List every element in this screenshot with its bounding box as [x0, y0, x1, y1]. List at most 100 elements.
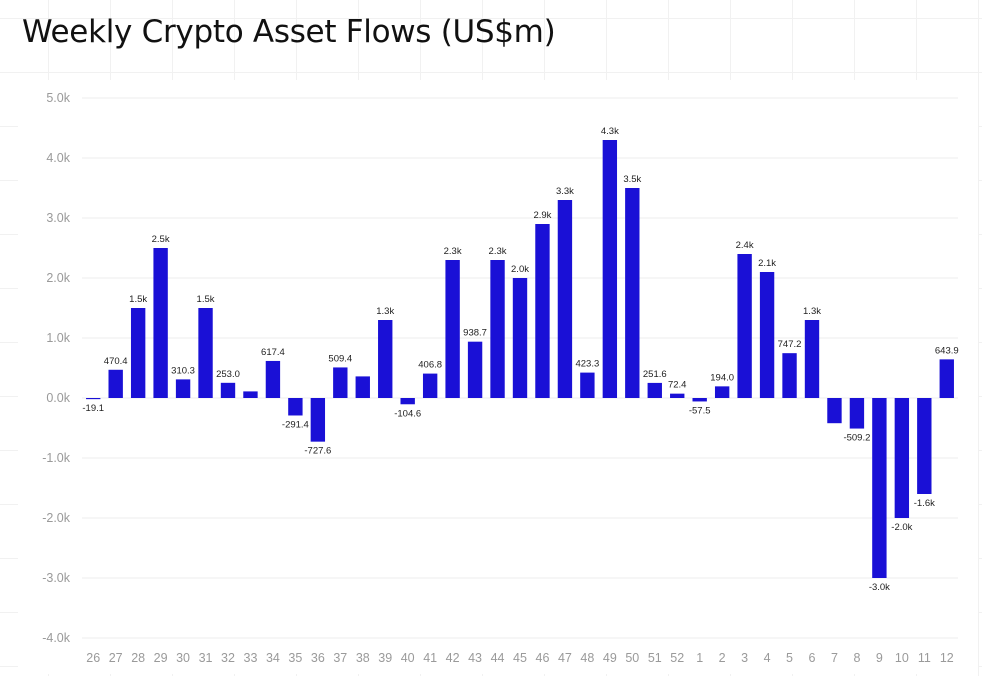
bar: [602, 140, 618, 398]
data-label: 2.3k: [489, 246, 507, 257]
x-tick-label: 1: [696, 651, 703, 665]
bar: [153, 248, 168, 398]
x-tick-label: 39: [378, 651, 392, 665]
x-tick-label: 28: [131, 651, 145, 665]
y-tick-label: 2.0k: [46, 271, 70, 285]
bar: [782, 353, 797, 398]
y-tick-label: -1.0k: [42, 451, 71, 465]
x-tick-label: 32: [221, 651, 235, 665]
data-label: 423.3: [575, 359, 599, 370]
x-tick-label: 45: [513, 651, 527, 665]
data-label: 4.3k: [601, 126, 619, 137]
data-label: 938.7: [463, 328, 487, 339]
bar: [917, 398, 932, 494]
x-tick-label: 42: [446, 651, 460, 665]
x-tick-label: 6: [809, 651, 816, 665]
data-label: 509.4: [328, 353, 352, 364]
bar: [670, 393, 685, 398]
x-tick-label: 35: [288, 651, 302, 665]
x-tick-label: 46: [536, 651, 550, 665]
chart-panel: 5.0k 4.0k 3.0k 2.0k 1.0k 0.0k -1.0k -2.0k -3.0k -…: [18, 80, 978, 674]
data-label: -1.6k: [914, 498, 935, 509]
data-label: 2.4k: [736, 240, 754, 251]
data-label: 406.8: [418, 360, 442, 371]
x-tick-label: 37: [333, 651, 347, 665]
bar: [490, 260, 505, 398]
bar: [692, 398, 707, 402]
chart-title: Weekly Crypto Asset Flows (US$m): [22, 14, 556, 50]
data-label: 1.5k: [129, 294, 147, 305]
data-label: 1.3k: [376, 306, 394, 317]
y-tick-label: -3.0k: [42, 571, 71, 585]
bar: [939, 359, 954, 398]
bar: [86, 398, 101, 400]
data-label: -2.0k: [891, 522, 912, 533]
x-tick-label: 30: [176, 651, 190, 665]
x-tick-label: 41: [423, 651, 437, 665]
bar: [737, 254, 752, 398]
data-label: 3.5k: [623, 174, 641, 185]
data-label: 310.3: [171, 365, 195, 376]
data-label: -727.6: [304, 446, 331, 457]
x-tick-label: 2: [719, 651, 726, 665]
y-tick-label: 3.0k: [46, 211, 70, 225]
bar: [310, 398, 326, 442]
x-tick-label: 49: [603, 651, 617, 665]
data-label: -509.2: [843, 433, 870, 444]
data-label: -291.4: [282, 419, 309, 430]
data-label: 2.0k: [511, 264, 529, 275]
x-tick-label: 8: [853, 651, 860, 665]
bar: [175, 379, 191, 398]
bar: [557, 200, 573, 398]
bar: [512, 278, 528, 398]
x-tick-label: 51: [648, 651, 662, 665]
y-tick-label: 0.0k: [46, 391, 70, 405]
data-label: 194.0: [710, 372, 734, 383]
data-label: -19.1: [82, 403, 104, 414]
bar: [243, 391, 258, 398]
x-tick-label: 29: [154, 651, 168, 665]
x-tick-label: 31: [199, 651, 213, 665]
y-tick-label: -2.0k: [42, 511, 71, 525]
x-tick-label: 5: [786, 651, 793, 665]
data-labels: -19.1 470.4 1.5k 2.5k 310.3 1.5k 253.0 617.4 -29…: [82, 126, 958, 593]
x-tick-label: 11: [918, 651, 931, 665]
bar: [198, 308, 213, 398]
bar: [872, 398, 887, 578]
x-tick-label: 47: [558, 651, 572, 665]
bars: [86, 140, 954, 578]
x-tick-label: 10: [895, 651, 909, 665]
bar: [422, 373, 438, 398]
bar: [647, 382, 662, 398]
x-tick-label: 27: [109, 651, 123, 665]
data-label: 253.0: [216, 369, 240, 380]
x-tick-label: 12: [940, 651, 954, 665]
data-label: 617.4: [261, 347, 285, 358]
x-tick-label: 50: [625, 651, 639, 665]
x-tick-label: 48: [580, 651, 594, 665]
bar: [827, 398, 842, 424]
y-tick-label: -4.0k: [42, 631, 71, 645]
x-tick-label: 38: [356, 651, 370, 665]
bar: [714, 386, 730, 398]
bar: [108, 369, 123, 398]
data-label: -104.6: [394, 408, 421, 419]
x-tick-label: 36: [311, 651, 325, 665]
bar: [220, 382, 236, 398]
bar: [580, 372, 595, 398]
x-tick-label: 34: [266, 651, 280, 665]
x-tick-label: 44: [491, 651, 505, 665]
data-label: -3.0k: [869, 582, 890, 593]
data-label: 1.3k: [803, 306, 821, 317]
data-label: 2.1k: [758, 258, 776, 269]
data-label: 2.3k: [444, 246, 462, 257]
data-label: 3.3k: [556, 186, 574, 197]
x-tick-label: 33: [244, 651, 258, 665]
x-axis-ticks: 26 27 28 29 30 31 32 33 34 35 36 37 38 39 40 41 42 43 44 45…: [86, 651, 953, 665]
data-label: 643.9: [935, 345, 959, 356]
data-label: 251.6: [643, 369, 667, 380]
x-tick-label: 7: [831, 651, 838, 665]
x-tick-label: 9: [876, 651, 883, 665]
bar: [759, 272, 775, 398]
y-tick-label: 4.0k: [46, 151, 70, 165]
